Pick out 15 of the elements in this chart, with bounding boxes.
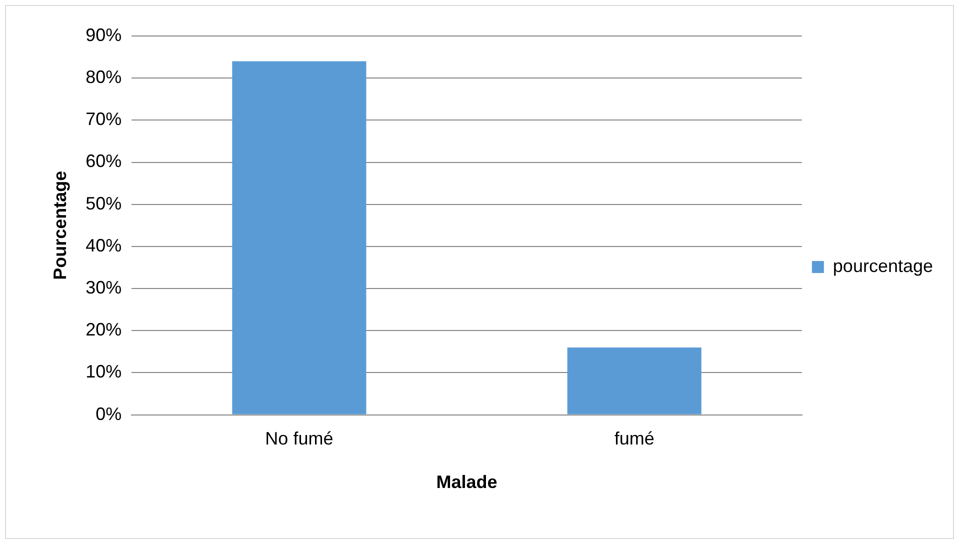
x-axis-title: Malade	[436, 472, 498, 492]
y-tick-label: 90%	[86, 24, 122, 45]
y-tick-label: 30%	[86, 278, 122, 298]
y-tick-label: 20%	[86, 320, 122, 340]
legend-label: pourcentage	[832, 256, 934, 276]
x-tick-label: fumé	[614, 428, 654, 449]
y-tick-label: 10%	[86, 362, 122, 382]
y-tick-label: 0%	[96, 404, 122, 424]
y-tick-label: 50%	[86, 193, 122, 214]
x-tick-label: No fumé	[265, 428, 334, 449]
y-tick-label: 80%	[86, 67, 122, 88]
y-tick-label: 60%	[86, 151, 122, 172]
y-tick-label: 70%	[86, 109, 122, 130]
y-axis-title: Pourcentage	[50, 170, 70, 280]
y-tick-label: 40%	[86, 235, 122, 256]
